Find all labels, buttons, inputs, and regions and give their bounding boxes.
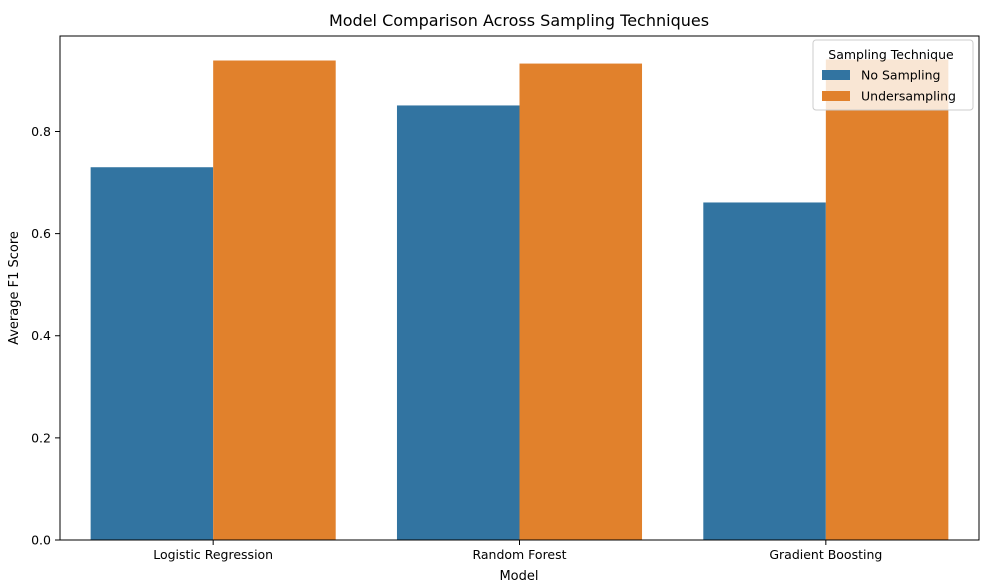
legend-label-undersampling: Undersampling bbox=[861, 89, 956, 104]
legend-items: No Sampling Undersampling bbox=[822, 68, 956, 104]
x-axis-label: Model bbox=[499, 569, 538, 584]
bar-no-sampling-random-forest bbox=[396, 105, 520, 540]
chart-title: Model Comparison Across Sampling Techniq… bbox=[329, 11, 709, 30]
legend-swatch-undersampling bbox=[822, 91, 850, 101]
y-tick-label: 0.4 bbox=[31, 328, 51, 343]
bar-undersampling-random-forest bbox=[519, 63, 643, 540]
bar-undersampling-logistic-regression bbox=[213, 60, 336, 540]
x-axis-ticks: Logistic Regression Random Forest Gradient… bbox=[153, 540, 882, 562]
bars-group bbox=[90, 59, 949, 541]
y-tick-label: 0.0 bbox=[31, 533, 51, 548]
bar-no-sampling-logistic-regression bbox=[90, 167, 214, 541]
x-tick-label: Logistic Regression bbox=[153, 547, 273, 562]
plot-frame bbox=[59, 35, 980, 541]
x-tick-label: Gradient Boosting bbox=[769, 547, 882, 562]
y-tick-label: 0.2 bbox=[31, 430, 51, 445]
legend-frame bbox=[812, 39, 974, 111]
y-axis-ticks: 0.0 0.2 0.4 0.6 0.8 bbox=[31, 124, 60, 548]
legend-title: Sampling Technique bbox=[828, 47, 954, 62]
y-tick-label: 0.6 bbox=[31, 226, 51, 241]
legend-swatch-no-sampling bbox=[822, 70, 850, 80]
legend: Sampling Technique No Sampling Undersampl… bbox=[812, 39, 974, 111]
x-tick-label: Random Forest bbox=[472, 547, 566, 562]
legend-label-no-sampling: No Sampling bbox=[861, 68, 940, 83]
bar-no-sampling-gradient-boosting bbox=[703, 202, 826, 540]
y-axis-label: Average F1 Score bbox=[7, 231, 22, 345]
y-tick-label: 0.8 bbox=[31, 124, 51, 139]
bar-undersampling-gradient-boosting bbox=[825, 59, 949, 541]
